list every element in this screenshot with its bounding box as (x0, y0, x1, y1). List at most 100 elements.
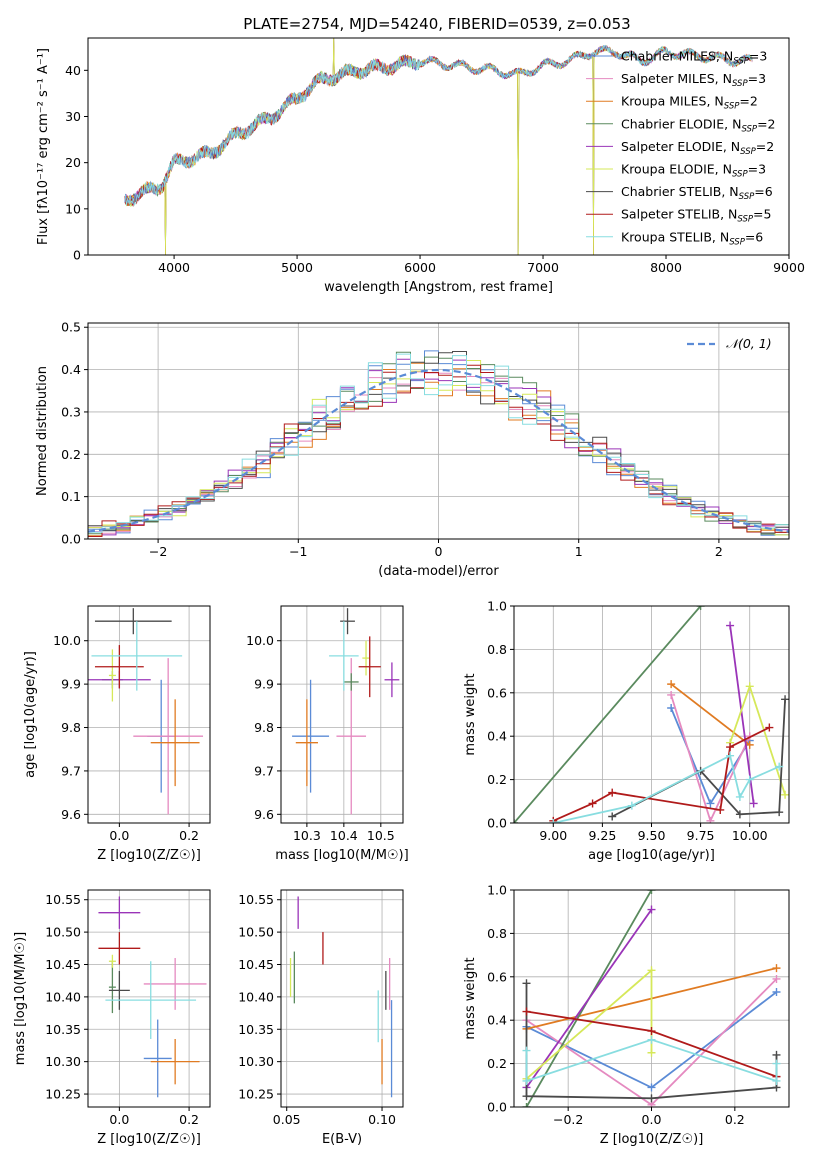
y-tick-label: 0.2 (487, 772, 507, 787)
y-tick-label: 10.30 (45, 1054, 81, 1069)
axes-box (280, 605, 404, 824)
y-tick-label: 20 (65, 155, 81, 170)
errorbar-point (384, 662, 400, 698)
weight-marker (726, 743, 735, 752)
weight-marker (735, 810, 744, 819)
axes-frame: 9.00 9.25 9.50 9.75 10.00 0.0 0.2 0.4 0.6 0.8 1.0 a… (463, 599, 790, 863)
x-tick-label: 10.00 (732, 828, 768, 843)
weight-line-8 (553, 754, 780, 823)
weight-marker (647, 1048, 656, 1057)
x-tick-label: 2 (715, 544, 723, 559)
y-tick-label: 10 (65, 201, 81, 216)
y-tick-label: 10.45 (45, 957, 81, 972)
y-axis-label: mass weight (463, 957, 478, 1039)
weight-marker (647, 1035, 656, 1044)
weight-marker (647, 966, 656, 975)
y-tick-label: 0.0 (487, 1100, 507, 1115)
weight-marker (775, 762, 784, 771)
x-tick-label: −0.2 (553, 1112, 583, 1127)
weight-marker (696, 606, 705, 610)
x-tick-label: 8000 (650, 260, 682, 275)
legend-entry: Salpeter ELODIE, NSSP=2 (621, 139, 774, 157)
weight-marker (745, 740, 754, 749)
y-tick-label: 10.30 (238, 1054, 274, 1069)
y-tick-label: 10.55 (238, 892, 274, 907)
errorbar-point (358, 636, 381, 698)
errorbar-point (94, 645, 144, 689)
legend-entry: Salpeter STELIB, NSSP=5 (621, 207, 771, 225)
y-tick-label: 40 (65, 63, 81, 78)
x-tick-label: 0.0 (109, 1112, 129, 1127)
axes-frame: −2 −1 0 1 2 0.0 0.1 0.2 0.3 0.4 0.5 𝒩(0, 1) (data-mo… (35, 320, 790, 579)
weight-marker (522, 979, 531, 988)
legend-entry: Chabrier MILES, NSSP=3 (621, 49, 767, 67)
y-tick-label: 0.5 (61, 320, 81, 335)
errorbar-point (98, 932, 141, 965)
weight-marker (608, 788, 617, 797)
weight-marker (647, 1083, 656, 1092)
y-tick-label: 0.0 (61, 532, 81, 547)
plot-area (514, 606, 789, 823)
y-tick-label: 0.4 (487, 1013, 507, 1028)
x-tick-label: 9.50 (638, 828, 666, 843)
weight-line-7 (552, 726, 770, 822)
panel-mass-vs-Z: 0.0 0.2 10.25 10.30 10.35 10.40 10.45 10.50 10.5… (13, 889, 211, 1147)
plot-area (289, 896, 393, 1098)
x-axis-label: wavelength [Angstrom, rest frame] (324, 280, 553, 295)
weight-marker (745, 682, 754, 691)
x-tick-label: 0.2 (179, 828, 199, 843)
errorbar-point (150, 699, 200, 787)
errorbar-point (340, 608, 355, 635)
errorbar-point (292, 679, 330, 793)
y-tick-label: 0.2 (487, 1056, 507, 1071)
y-axis-label: Flux [fλ10⁻¹⁷ erg cm⁻² s⁻¹ A⁻¹] (36, 48, 51, 245)
x-tick-label: 0.2 (725, 1112, 745, 1127)
plot-area (124, 38, 753, 255)
x-axis-label: E(B-V) (322, 1132, 362, 1147)
weight-marker (549, 819, 558, 823)
y-tick-label: 0.2 (61, 447, 81, 462)
x-axis-label: Z [log10(Z/Z☉)] (97, 1132, 201, 1147)
weight-marker (781, 790, 789, 799)
y-tick-label: 0.3 (61, 404, 81, 419)
y-tick-label: 0 (73, 248, 81, 263)
weight-marker (775, 808, 784, 817)
legend-entry: 𝒩(0, 1) (726, 336, 772, 351)
x-axis-label: mass [log10(M/M☉)] (275, 848, 408, 863)
weight-line-3 (514, 606, 702, 823)
errorbar-point (150, 1038, 200, 1085)
errorbar-point (143, 958, 207, 1010)
normal-curve (88, 368, 789, 533)
y-tick-label: 0.6 (487, 969, 507, 984)
weight-marker (588, 799, 597, 808)
axes-box (87, 889, 211, 1108)
y-axis-label: mass weight (463, 673, 478, 755)
x-tick-label: 4000 (158, 260, 190, 275)
axes-frame: 4000 5000 6000 7000 8000 9000 0 10 20 30 40 wavelen… (36, 37, 805, 295)
weight-marker (749, 799, 758, 808)
errorbar-point (362, 640, 370, 676)
errorbar-point (143, 1019, 172, 1098)
panel-massweight-vs-Z: −0.2 0.0 0.2 0.0 0.2 0.4 0.6 0.8 1.0 Z [log10(Z/Z… (463, 883, 790, 1147)
x-axis-label: Z [log10(Z/Z☉)] (600, 1132, 704, 1147)
y-tick-label: 10.35 (45, 1022, 81, 1037)
errorbar-point (329, 621, 359, 691)
x-tick-label: 7000 (527, 260, 559, 275)
legend-entry: Kroupa ELODIE, NSSP=3 (621, 162, 766, 180)
y-tick-label: 10.55 (45, 892, 81, 907)
x-tick-label: 9.25 (588, 828, 616, 843)
axes-frame: 0.05 0.10 10.25 10.30 10.35 10.40 10.45 10.50 10… (238, 889, 404, 1147)
y-tick-label: 9.7 (61, 763, 81, 778)
weight-marker (522, 1076, 531, 1085)
weight-marker (726, 751, 735, 760)
errorbar-point (98, 896, 141, 929)
weight-marker (772, 1050, 781, 1059)
errorbar-point (105, 961, 197, 1039)
weight-marker (667, 690, 676, 699)
hist-step-4 (88, 358, 789, 536)
y-tick-label: 0.8 (487, 926, 507, 941)
plot-area (522, 890, 781, 1107)
y-tick-label: 0.4 (61, 362, 81, 377)
errorbar-point (94, 608, 172, 635)
